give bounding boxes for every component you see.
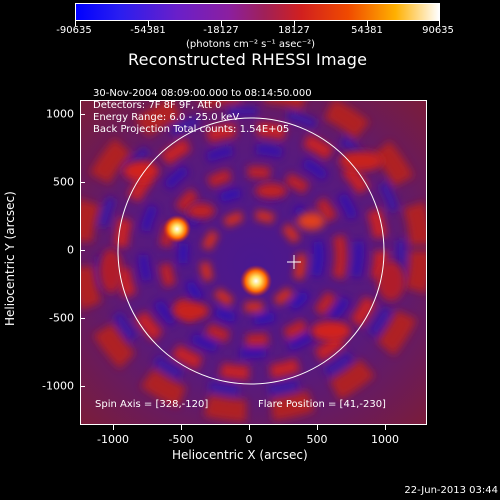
colorbar-units: (photons cm⁻² s⁻¹ asec⁻²) [186,39,316,50]
image-plot-area [80,100,427,425]
y-axis-tick [80,182,85,183]
y-tick-label: -500 [49,311,74,325]
colorbar-tick-label: 18127 [278,25,310,36]
colorbar-tick-label: -18127 [203,25,239,36]
y-axis-tick [80,318,85,319]
x-axis-tick [249,425,250,430]
y-tick-label: 1000 [46,107,74,121]
y-axis-tick [80,114,85,115]
x-axis-tick [385,425,386,430]
x-axis-label: Heliocentric X (arcsec) [172,448,308,462]
x-tick-label: 500 [306,433,328,446]
annotation-flare-position: Flare Position = [41,-230] [258,399,386,410]
colorbar-tick [367,21,368,26]
x-tick-label: -1000 [97,433,129,446]
colorbar-tick [148,21,149,26]
colorbar-tick-label: 54381 [351,25,383,36]
annotation-energy-range: Energy Range: 6.0 - 25.0 keV [93,112,240,123]
colorbar-tick [439,21,440,26]
colorbar-tick [221,21,222,26]
annotation-spin-axis: Spin Axis = [328,-120] [95,399,209,410]
y-tick-label: -1000 [42,379,74,393]
annotation-detectors: Detectors: 7F 8F 9F, Att 0 [93,100,222,111]
colorbar-tick [75,21,76,26]
x-tick-label: 1000 [371,433,399,446]
colorbar-tick [294,21,295,26]
y-tick-label: 0 [67,243,74,257]
colorbar-tick-label: 90635 [422,25,454,36]
solar-limb-circle [117,117,385,385]
y-axis-tick [80,386,85,387]
y-axis-label: Heliocentric Y (arcsec) [3,191,17,326]
x-tick-label: -500 [168,433,194,446]
annotation-time-range: 30-Nov-2004 08:09:00.000 to 08:14:50.000 [93,88,312,99]
colorbar-tick-label: -90635 [56,25,92,36]
x-tick-label: 0 [245,433,253,446]
colorbar-tick-label: -54381 [130,25,166,36]
reconstructed-image [81,101,426,424]
colorbar [75,3,440,21]
plot-title: Reconstructed RHESSI Image [128,50,368,69]
y-tick-label: 500 [53,175,74,189]
x-axis-tick [113,425,114,430]
footer-timestamp: 22-Jun-2013 03:44 [404,485,498,496]
annotation-method-counts: Back Projection Total counts: 1.54E+05 [93,124,290,135]
x-axis-tick [317,425,318,430]
x-axis-tick [181,425,182,430]
y-axis-tick [80,250,85,251]
